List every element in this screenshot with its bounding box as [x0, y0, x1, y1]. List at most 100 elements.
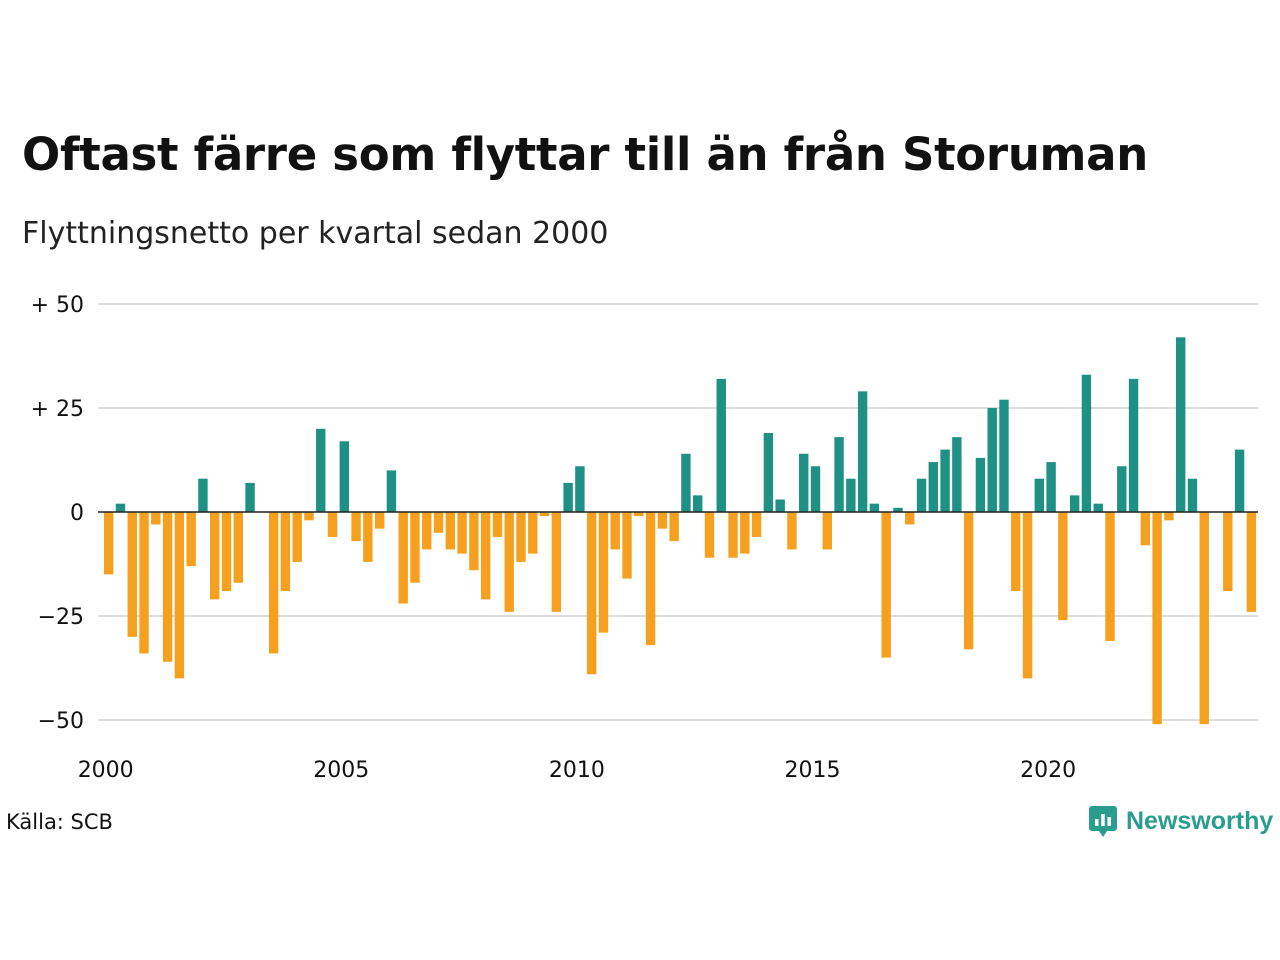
bar-q63 [834, 437, 844, 512]
bar-q69 [905, 512, 915, 525]
bar-q36 [516, 512, 526, 562]
bar-q13 [245, 482, 255, 512]
y-tick-label: −50 [38, 709, 84, 734]
bar-q72 [940, 449, 950, 512]
bar-q5 [151, 512, 161, 525]
bar-q46 [634, 512, 644, 517]
bar-q31 [457, 512, 467, 554]
bar-q27 [410, 512, 420, 583]
bar-q24 [374, 512, 385, 529]
bar-q1 [104, 512, 114, 575]
bar-q64 [846, 478, 856, 512]
bar-q32 [469, 512, 479, 571]
x-tick-label: 2015 [785, 758, 841, 783]
bar-q56 [751, 512, 762, 537]
bar-q79 [1022, 512, 1033, 679]
x-tick-label: 2005 [313, 758, 369, 783]
bar-q47 [645, 512, 656, 646]
bar-q28 [422, 512, 432, 550]
bar-chart-icon [1089, 806, 1117, 837]
bar-q12 [233, 512, 243, 583]
bar-q21 [339, 441, 349, 512]
x-axis-labels: 2000 2005 2010 2015 2020 [78, 758, 1076, 783]
bar-q39 [551, 512, 562, 612]
bar-q89 [1140, 512, 1151, 546]
bar-q41 [575, 466, 585, 512]
y-tick-label: + 50 [31, 293, 84, 318]
bar-q68 [893, 507, 903, 512]
bar-q93 [1187, 478, 1198, 512]
bar-q55 [740, 512, 750, 554]
bar-q92 [1175, 337, 1186, 512]
bar-q17 [292, 512, 302, 562]
bar-q23 [363, 512, 373, 562]
bar-q6 [162, 512, 173, 662]
source-note: Källa: SCB [6, 810, 113, 834]
y-tick-label: + 25 [31, 397, 84, 422]
bar-q4 [139, 512, 149, 654]
bar-q70 [916, 478, 927, 512]
bar-q15 [268, 512, 279, 654]
bar-q54 [728, 512, 738, 558]
bar-q71 [928, 462, 938, 512]
bar-chart: + 50 + 25 0 −25 −50 2000 2005 2010 2015 2020 [31, 293, 1258, 783]
bar-q8 [186, 512, 196, 567]
bar-q67 [881, 512, 891, 658]
bar-q45 [622, 512, 632, 579]
bar-q80 [1034, 478, 1045, 512]
bar-q20 [327, 512, 338, 537]
bar-q73 [952, 437, 962, 512]
bar-q2 [115, 503, 126, 512]
bar-q25 [386, 470, 397, 512]
y-axis-labels: + 50 + 25 0 −25 −50 [31, 293, 84, 734]
bar-q7 [174, 512, 185, 679]
bar-q33 [480, 512, 491, 600]
bar-q35 [504, 512, 514, 612]
bar-q74 [963, 512, 974, 650]
bar-q91 [1164, 512, 1174, 521]
bar-q29 [433, 512, 444, 533]
bar-q16 [280, 512, 291, 592]
bar-q96 [1223, 512, 1233, 592]
x-tick-label: 2000 [78, 758, 134, 783]
bar-q86 [1105, 512, 1115, 641]
bar-q52 [704, 512, 715, 558]
bar-q43 [598, 512, 609, 633]
chart-subtitle: Flyttningsnetto per kvartal sedan 2000 [22, 216, 609, 251]
bar-q48 [657, 512, 668, 529]
y-tick-label: −25 [38, 605, 84, 630]
bar-q40 [563, 482, 573, 512]
bar-q87 [1117, 466, 1127, 512]
bar-q22 [351, 512, 361, 542]
bar-q60 [799, 453, 809, 512]
brand-name: Newsworthy [1126, 806, 1274, 835]
bar-q10 [210, 512, 220, 600]
bar-q3 [127, 512, 137, 637]
bar-q85 [1093, 503, 1103, 512]
bar-q59 [787, 512, 797, 550]
bar-q19 [316, 428, 326, 512]
y-tick-label: 0 [70, 501, 84, 526]
bar-q98 [1246, 512, 1257, 612]
bar-q9 [198, 478, 208, 512]
bar-q94 [1199, 512, 1209, 725]
bar-q62 [822, 512, 832, 550]
bar-q57 [763, 432, 774, 512]
bar-q38 [539, 512, 550, 517]
bar-q18 [304, 512, 314, 521]
bar-q82 [1058, 512, 1068, 621]
bar-q84 [1081, 374, 1092, 512]
bar-q90 [1152, 512, 1162, 725]
bar-q49 [669, 512, 679, 542]
bar-q53 [716, 378, 726, 512]
x-tick-label: 2010 [549, 758, 605, 783]
bar-q26 [398, 512, 408, 604]
bar-q78 [1011, 512, 1021, 592]
bar-q76 [987, 408, 997, 512]
bar-q50 [681, 453, 691, 512]
bar-q44 [610, 512, 620, 550]
x-tick-label: 2020 [1020, 758, 1076, 783]
bars [104, 337, 1257, 725]
bar-q11 [221, 512, 232, 592]
bar-q58 [775, 499, 785, 512]
